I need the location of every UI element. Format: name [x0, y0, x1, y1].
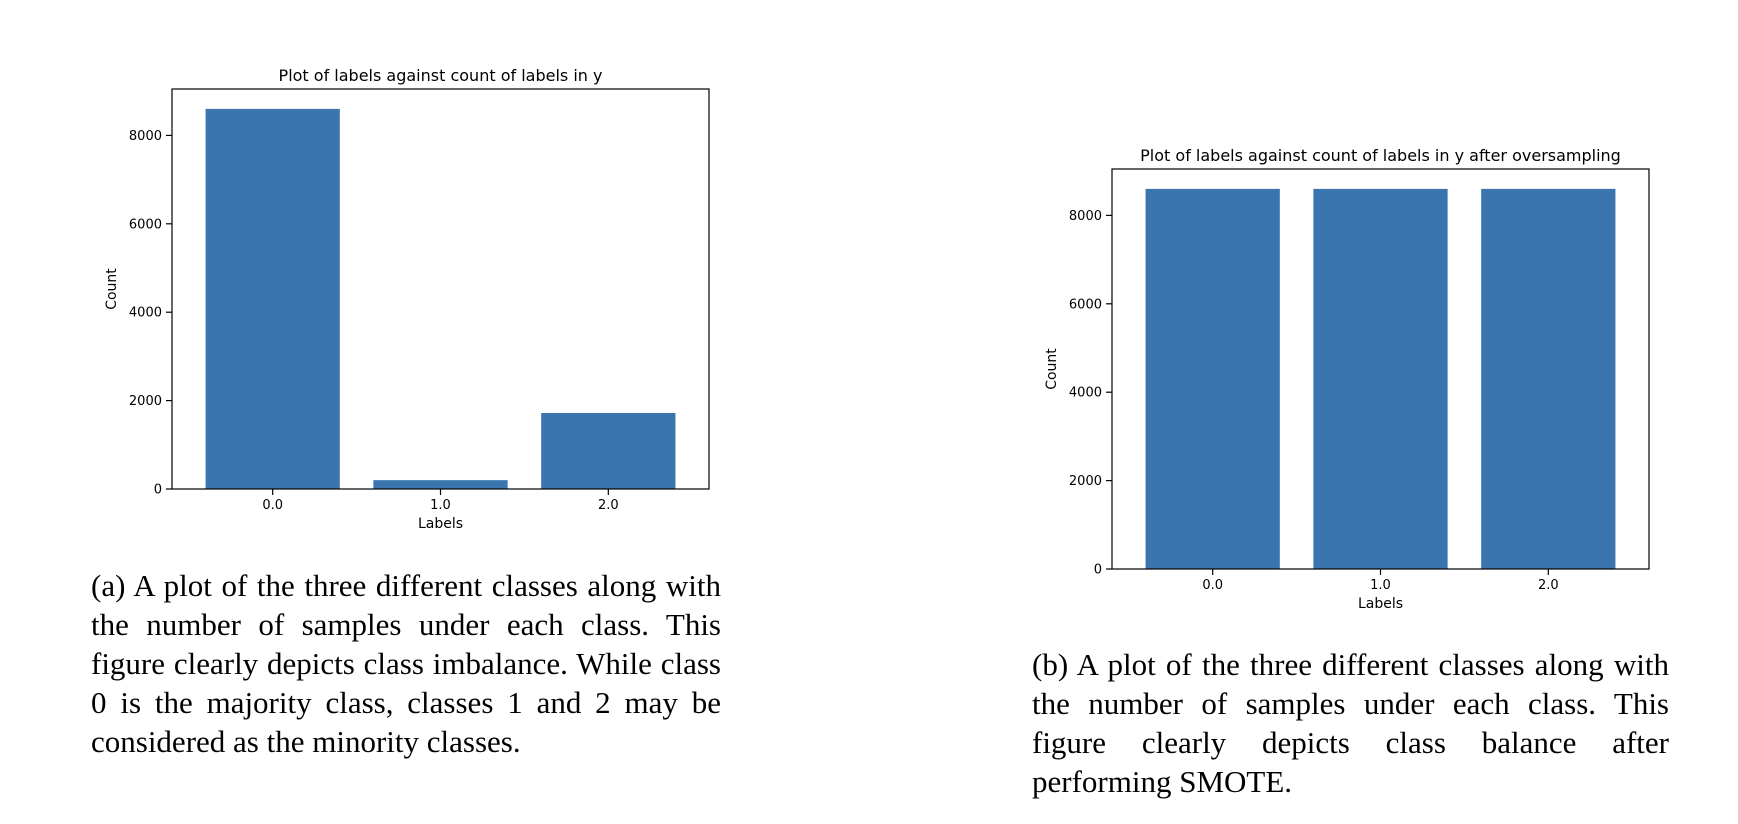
y-tick-label: 2000 — [129, 394, 162, 409]
x-tick-label: 1.0 — [430, 498, 451, 513]
chart-title: Plot of labels against count of labels i… — [279, 66, 603, 85]
bar — [373, 480, 508, 489]
chart-b: 0 2000 4000 6000 8000 0.0 1.0 2.0 Plot of labels… — [1044, 146, 1650, 612]
x-tick-label: 2.0 — [598, 498, 619, 513]
bar — [541, 412, 676, 489]
y-tick-label: 4000 — [1069, 386, 1102, 401]
x-axis-label: Labels — [1358, 596, 1403, 612]
y-tick-label: 6000 — [129, 217, 162, 232]
y-tick-label: 8000 — [1069, 209, 1102, 224]
x-tick-label: 2.0 — [1538, 578, 1559, 593]
y-axis-label: Count — [104, 268, 120, 310]
x-axis-label: Labels — [418, 516, 463, 532]
chart-title: Plot of labels against count of labels i… — [1140, 146, 1621, 165]
chart-a: 0 2000 4000 6000 8000 0.0 1.0 2.0 Plot of labels… — [104, 66, 710, 532]
caption-a: (a) A plot of the three different classe… — [91, 568, 721, 759]
figure-b: 0 2000 4000 6000 8000 0.0 1.0 2.0 Plot of labels… — [869, 0, 1738, 824]
y-axis-label: Count — [1044, 348, 1060, 390]
bar — [205, 108, 340, 490]
y-tick-label: 6000 — [1069, 297, 1102, 312]
x-tick-label: 0.0 — [262, 498, 283, 513]
y-tick-label: 2000 — [1069, 474, 1102, 489]
y-tick-label: 0 — [1094, 563, 1102, 578]
y-tick-label: 4000 — [129, 306, 162, 321]
bar — [1313, 188, 1448, 569]
figure-a: 0 2000 4000 6000 8000 0.0 1.0 2.0 Plot of labels… — [91, 66, 721, 759]
y-tick-label: 8000 — [129, 129, 162, 144]
x-tick-label: 0.0 — [1202, 578, 1223, 593]
y-tick-label: 0 — [154, 483, 162, 498]
bar — [1481, 188, 1616, 569]
x-tick-label: 1.0 — [1370, 578, 1391, 593]
caption-b: (b) A plot of the three different classe… — [1032, 647, 1669, 799]
bar — [1145, 188, 1280, 569]
